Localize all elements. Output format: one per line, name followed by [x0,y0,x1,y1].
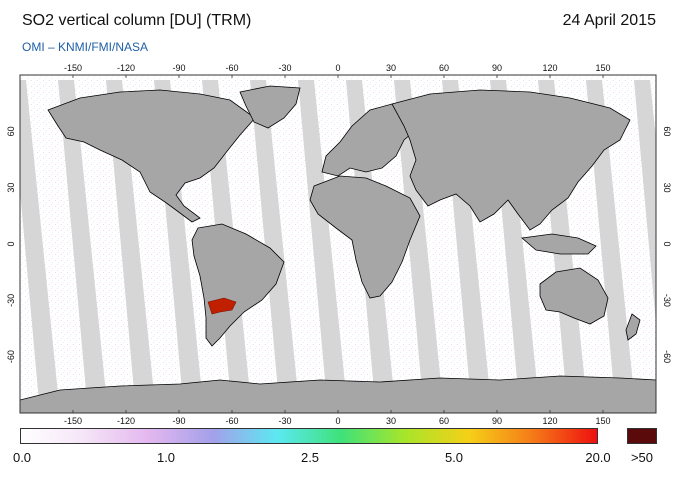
swath-gap [586,80,636,413]
asia [391,89,631,231]
lat-tick-label: 30 [662,183,672,193]
lat-tick-label: 30 [6,183,16,193]
colorbar-tick-label: 20.0 [585,450,611,465]
swath-gap [58,80,108,413]
lat-tick-label: -60 [662,350,672,363]
new-zealand [625,313,641,341]
landmasses [20,85,656,413]
swath-gap [250,80,300,413]
south-america [191,223,285,347]
lon-tick-label: 30 [386,63,396,73]
lat-tick-label: 0 [6,241,16,246]
colorbar-tick-label: 5.0 [444,450,464,465]
lon-tick-label: -150 [64,416,82,426]
colorbar-tick-label: 2.5 [300,450,320,465]
lon-tick-label: 150 [595,63,610,73]
north-america [47,89,256,223]
colorbar-tick-label: 0.0 [12,450,32,465]
antarctica [20,375,656,413]
lat-tick-label: 0 [662,241,672,246]
lon-tick-label: 90 [492,416,502,426]
lon-tick-label: -120 [117,416,135,426]
africa [309,175,421,299]
swath-gap [298,80,348,413]
map-date: 24 April 2015 [562,12,656,29]
lon-tick-label: -150 [64,63,82,73]
map-title: SO2 vertical column [DU] (TRM) [22,12,252,29]
lat-tick-label: 60 [6,126,16,136]
so2-hotspot [207,297,237,315]
australia [539,267,609,325]
lon-tick-label: -90 [172,416,185,426]
lat-tick-label: -30 [662,294,672,307]
lon-tick-label: -60 [225,63,238,73]
lon-tick-label: 120 [542,416,557,426]
lat-ticks-right: 60 30 0 -30 -60 [662,126,672,363]
swath-gap [394,80,444,413]
lon-tick-label: -120 [117,63,135,73]
lon-tick-label: -30 [278,416,291,426]
data-credit: OMI – KNMI/FMI/NASA [22,40,149,54]
lon-tick-label: 30 [386,416,396,426]
lat-tick-label: -30 [6,294,16,307]
lat-tick-label: 60 [662,126,672,136]
lon-tick-label: 120 [542,63,557,73]
colorbar [20,428,598,444]
swath-gap [20,80,60,413]
lon-ticks-top: -150 -120 -90 -60 -30 0 30 60 90 120 150 [64,63,611,413]
lat-tick-label: -60 [6,350,16,363]
lon-tick-label: 60 [439,63,449,73]
lat-ticks-left: 60 30 0 -30 -60 [6,126,16,363]
lon-ticks-bottom: -150 -120 -90 -60 -30 0 30 60 90 120 150 [64,416,611,426]
lon-tick-label: 90 [492,63,502,73]
lon-tick-label: -60 [225,416,238,426]
colorbar-overflow [627,428,657,444]
lon-tick-label: 0 [335,416,340,426]
swath-gap [106,80,156,413]
lon-tick-label: 60 [439,416,449,426]
colorbar-tick-label: 1.0 [156,450,176,465]
swath-gap [634,80,656,325]
lon-tick-label: -30 [278,63,291,73]
lon-tick-label: 150 [595,416,610,426]
colorbar-over-label: >50 [630,450,654,465]
lon-tick-label: 0 [335,63,340,73]
greenland [239,85,301,129]
indonesia [521,233,597,255]
lon-tick-label: -90 [172,63,185,73]
